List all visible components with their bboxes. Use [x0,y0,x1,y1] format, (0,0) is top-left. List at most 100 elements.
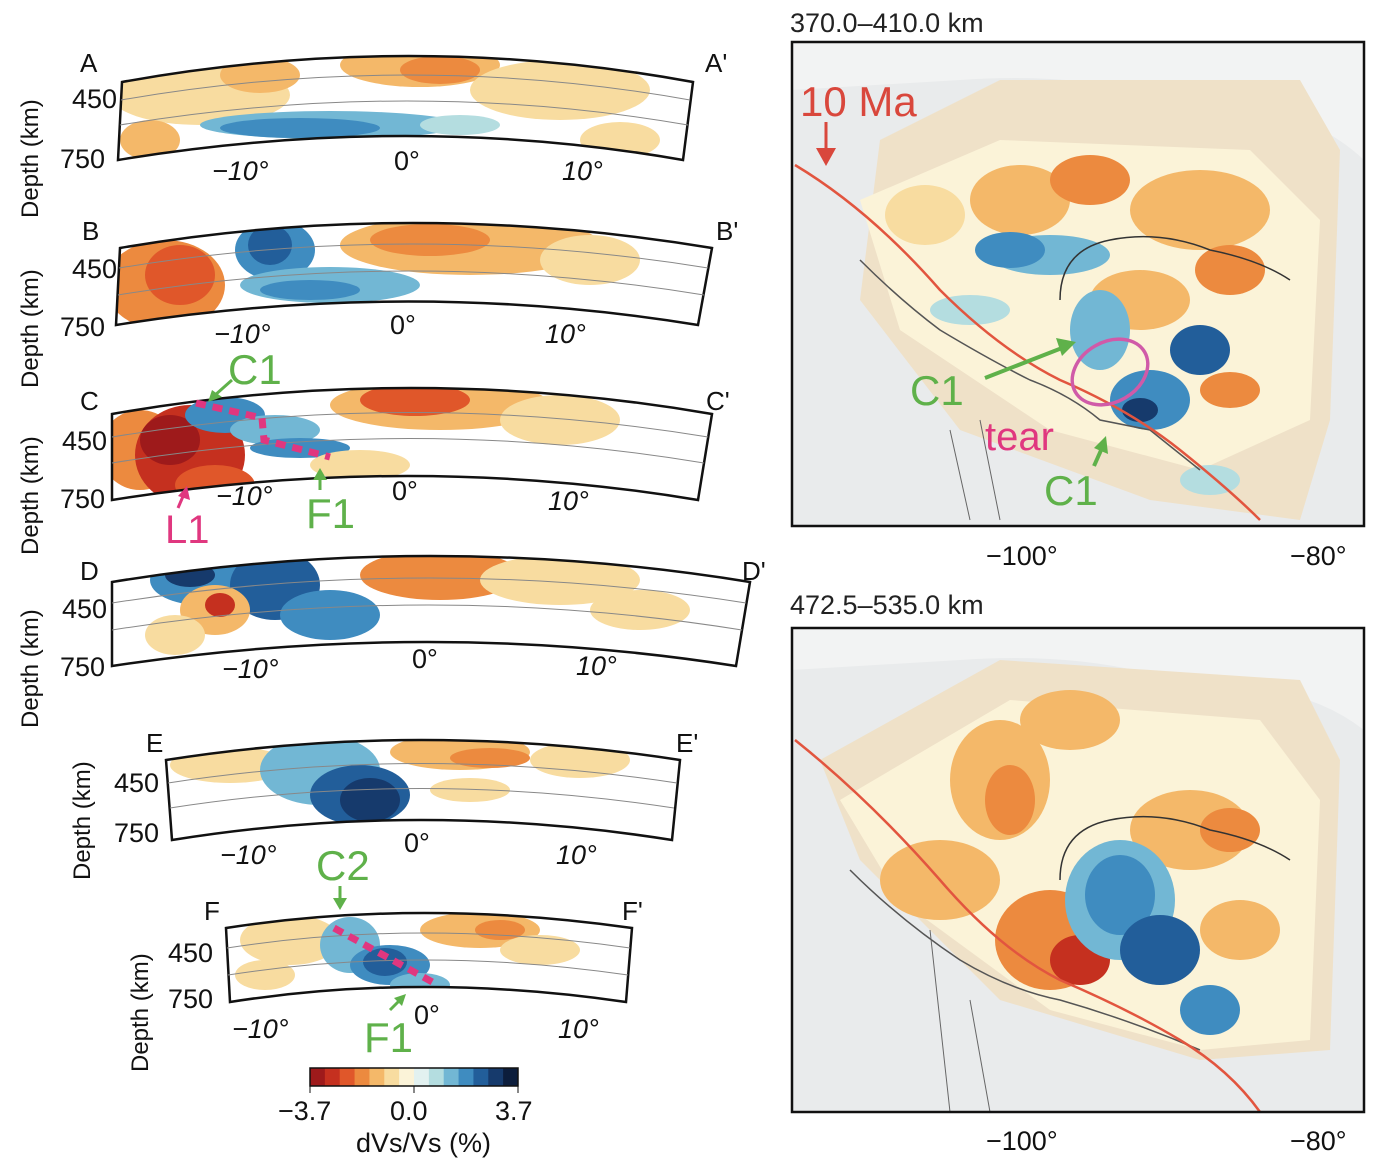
map-1-c1-arrow-left [984,346,1063,380]
section-f-c2-arrowhead [333,898,347,910]
map-2-xtick-m100: −100° [986,1126,1058,1156]
section-c-slab-trace [195,399,331,461]
colorbar-swatch [473,1068,489,1086]
map-1-10ma-arrowhead [816,148,836,166]
section-c-c1-arrow [213,378,233,398]
section-c-depth-750: 750 [60,484,105,514]
section-f-c2-label: C2 [316,842,370,889]
section-c-410-line [111,412,709,438]
map-2-field [792,628,1364,1112]
section-a: A A' 450 750 −10° 0° 10° Depth (km) [17,48,727,218]
section-f-depth-label: Depth (km) [127,953,154,1072]
colorbar-swatch [503,1068,519,1086]
section-e-tick-10: 10° [556,840,597,870]
colorbar-swatch [414,1068,430,1086]
section-d-end-label: D' [742,556,766,586]
colorbar-swatch [488,1068,504,1086]
section-b-tick-m10: −10° [214,319,271,349]
section-f-660-line [227,959,629,976]
section-b-tick-10: 10° [545,319,586,349]
section-b-end-label: B' [716,216,738,246]
map-1-xtick-m80: −80° [1290,541,1347,571]
section-e-anomalies [166,740,680,840]
colorbar-swatch [443,1068,460,1086]
section-a-depth-450: 450 [72,84,117,114]
section-f-f1-arrowhead [394,994,406,1006]
section-f-f1-label: F1 [364,1014,413,1061]
section-e-end-label: E' [676,728,698,758]
section-d-anomalies [112,556,750,666]
map-1-field [792,42,1364,526]
section-e-start-label: E [146,728,163,758]
colorbar-swatch [399,1068,415,1086]
section-f-tick-m10: −10° [232,1014,289,1044]
section-f-410-line [226,932,631,949]
section-c: C C' 450 750 −10° 0° 10° Depth (km) C1 F… [17,346,730,555]
section-b-start-label: B [82,216,99,246]
colorbar-mid-label: 0.0 [390,1096,428,1126]
section-f-slab-trace [332,924,438,988]
map-2-frame [790,626,1366,1114]
section-b-depth-450: 450 [72,254,117,284]
section-c-start-label: C [80,386,99,416]
section-d: D D' 450 750 −10° 0° 10° Depth (km) [17,554,766,728]
colorbar-swatch [369,1068,385,1086]
section-c-660-line [111,438,705,464]
section-a-depth-label: Depth (km) [17,99,44,218]
section-f-depth-450: 450 [168,938,213,968]
section-e-frame [164,738,682,842]
section-e-depth-450: 450 [114,768,159,798]
section-d-660-line [111,604,743,631]
section-d-tick-m10: −10° [222,654,279,684]
section-b-depth-label: Depth (km) [17,269,44,388]
map-2-title: 472.5–535.0 km [790,590,984,620]
section-c-f1-arrowhead [313,468,327,480]
section-d-410-line [111,577,747,604]
section-c-f1-label: F1 [306,490,355,537]
section-e-410-line [167,763,678,784]
section-c-depth-label: Depth (km) [17,436,44,555]
map-1-c1-label-bottom: C1 [1044,467,1098,514]
section-f-end-label: F' [622,896,643,926]
map-1-frame [790,40,1366,528]
colorbar-min-label: −3.7 [278,1096,331,1126]
section-b-frame [114,221,714,327]
section-f-depth-750: 750 [168,984,213,1014]
map-370-410: 370.0–410.0 km [790,8,1366,571]
section-e-depth-750: 750 [114,818,159,848]
section-a-frame [116,54,695,162]
section-f: F F' 450 750 −10° 0° 10° Depth (km) C2 F… [127,842,643,1072]
colorbar-max-label: 3.7 [495,1096,533,1126]
section-c-tick-10: 10° [548,486,589,516]
colorbar-swatch [428,1068,445,1086]
section-a-tick-m10: −10° [212,156,269,186]
section-d-frame [110,554,752,668]
section-e-depth-label: Depth (km) [69,761,96,880]
colorbar-swatch [384,1068,400,1086]
section-b-410-line [118,243,709,269]
map-2-xtick-m80: −80° [1290,1126,1347,1156]
section-d-depth-label: Depth (km) [17,609,44,728]
colorbar-swatches [310,1068,519,1086]
section-c-depth-450: 450 [62,426,107,456]
colorbar-swatch [310,1068,326,1086]
section-a-start-label: A [80,48,98,78]
section-d-depth-750: 750 [60,652,105,682]
section-b-depth-750: 750 [60,312,105,342]
section-c-tick-0: 0° [392,476,418,506]
section-e-tick-0: 0° [404,828,430,858]
section-c-c1-arrowhead [208,390,222,402]
section-f-tick-10: 10° [558,1014,599,1044]
map-1-c1-label-left: C1 [910,367,964,414]
section-c-l1-arrowhead [178,486,190,500]
colorbar-title: dVs/Vs (%) [356,1128,491,1158]
map-1-c1-arrowhead-bottom [1094,436,1108,454]
map-1-xtick-m100: −100° [986,541,1058,571]
section-c-tick-m10: −10° [216,481,273,511]
section-f-anomalies [226,913,632,1002]
colorbar-swatch [458,1068,474,1086]
colorbar-swatch [339,1068,356,1086]
map-1-tear-label: tear [985,415,1054,459]
section-a-end-label: A' [705,48,727,78]
section-e-660-line [169,788,675,809]
